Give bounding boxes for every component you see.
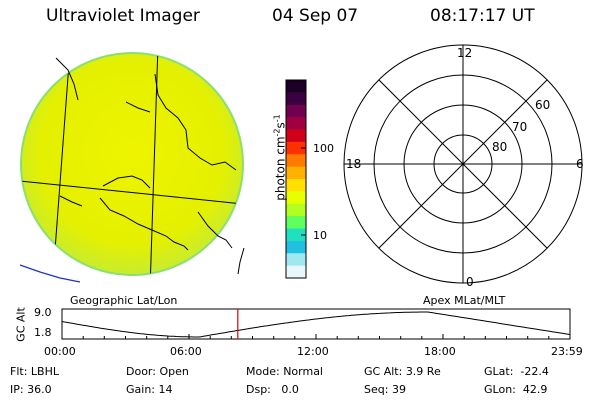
colorbar-swatch xyxy=(286,117,306,131)
colorbar-swatch xyxy=(286,216,306,230)
colorbar-swatch xyxy=(286,191,306,205)
polar-lat-60: 60 xyxy=(535,98,551,112)
polar-mlt-6: 6 xyxy=(576,157,584,171)
polar-lat-70: 70 xyxy=(512,120,528,134)
colorbar-unit-label: photon cm-2s-1 xyxy=(272,114,288,201)
colorbar-frame xyxy=(285,79,307,279)
altitude-curve xyxy=(61,311,571,338)
earth-image-panel xyxy=(19,52,245,283)
terminator-line xyxy=(19,264,81,283)
projection-label-left: Geographic Lat/Lon xyxy=(70,294,178,307)
colorbar-swatch xyxy=(286,203,306,217)
coastlines xyxy=(55,57,245,275)
colorbar-swatch xyxy=(286,166,306,180)
colorbar-swatch xyxy=(286,92,306,106)
time-tick-2: 12:00 xyxy=(297,345,329,358)
timeline-axis-title: GC Alt xyxy=(14,307,28,342)
image-date: 04 Sep 07 xyxy=(272,6,359,26)
info-dsp: Dsp: 0.0 xyxy=(246,383,299,396)
colorbar-swatch xyxy=(286,154,306,168)
polar-plot xyxy=(343,44,583,284)
image-time: 08:17:17 UT xyxy=(430,6,535,26)
projection-label-right: Apex MLat/MLT xyxy=(423,294,506,307)
polar-mlt-12: 12 xyxy=(457,46,473,60)
info-door: Door: Open xyxy=(126,365,189,378)
info-glon: GLon: 42.9 xyxy=(484,383,548,396)
info-mode: Mode: Normal xyxy=(246,365,323,378)
colorbar-swatch xyxy=(286,129,306,143)
time-tick-0: 00:00 xyxy=(44,345,76,358)
info-ip: IP: 36.0 xyxy=(10,383,52,396)
time-tick-4: 23:59 xyxy=(551,345,583,358)
info-flt: Flt: LBHL xyxy=(10,365,59,378)
instrument-title: Ultraviolet Imager xyxy=(46,6,200,26)
colorbar-swatch xyxy=(286,253,306,267)
colorbar-swatch xyxy=(286,104,306,118)
colorbar-swatch xyxy=(286,80,306,93)
colorbar-swatch xyxy=(286,240,306,254)
polar-lat-80: 80 xyxy=(492,140,508,154)
colorbar-swatch xyxy=(286,228,306,242)
info-glat: GLat: -22.4 xyxy=(484,365,549,378)
earth-disk xyxy=(20,52,244,276)
timeline-ymax: 9.0 xyxy=(34,306,52,319)
timeline-ymin: 1.8 xyxy=(34,326,52,339)
colorbar xyxy=(285,79,307,279)
info-gcalt: GC Alt: 3.9 Re xyxy=(364,365,441,378)
polar-mlt-0: 0 xyxy=(466,275,474,289)
time-tick-3: 18:00 xyxy=(424,345,456,358)
colorbar-swatch xyxy=(286,265,306,279)
colorbar-swatch xyxy=(286,141,306,155)
time-tick-1: 06:00 xyxy=(170,345,202,358)
polar-mlt-18: 18 xyxy=(346,157,362,171)
colorbar-tick-100: 100 xyxy=(313,142,334,155)
info-gain: Gain: 14 xyxy=(126,383,173,396)
timeline-panel xyxy=(61,308,571,340)
polar-diag-2 xyxy=(378,79,548,249)
colorbar-swatch xyxy=(286,179,306,192)
info-seq: Seq: 39 xyxy=(364,383,406,396)
colorbar-tick-10: 10 xyxy=(313,229,327,242)
